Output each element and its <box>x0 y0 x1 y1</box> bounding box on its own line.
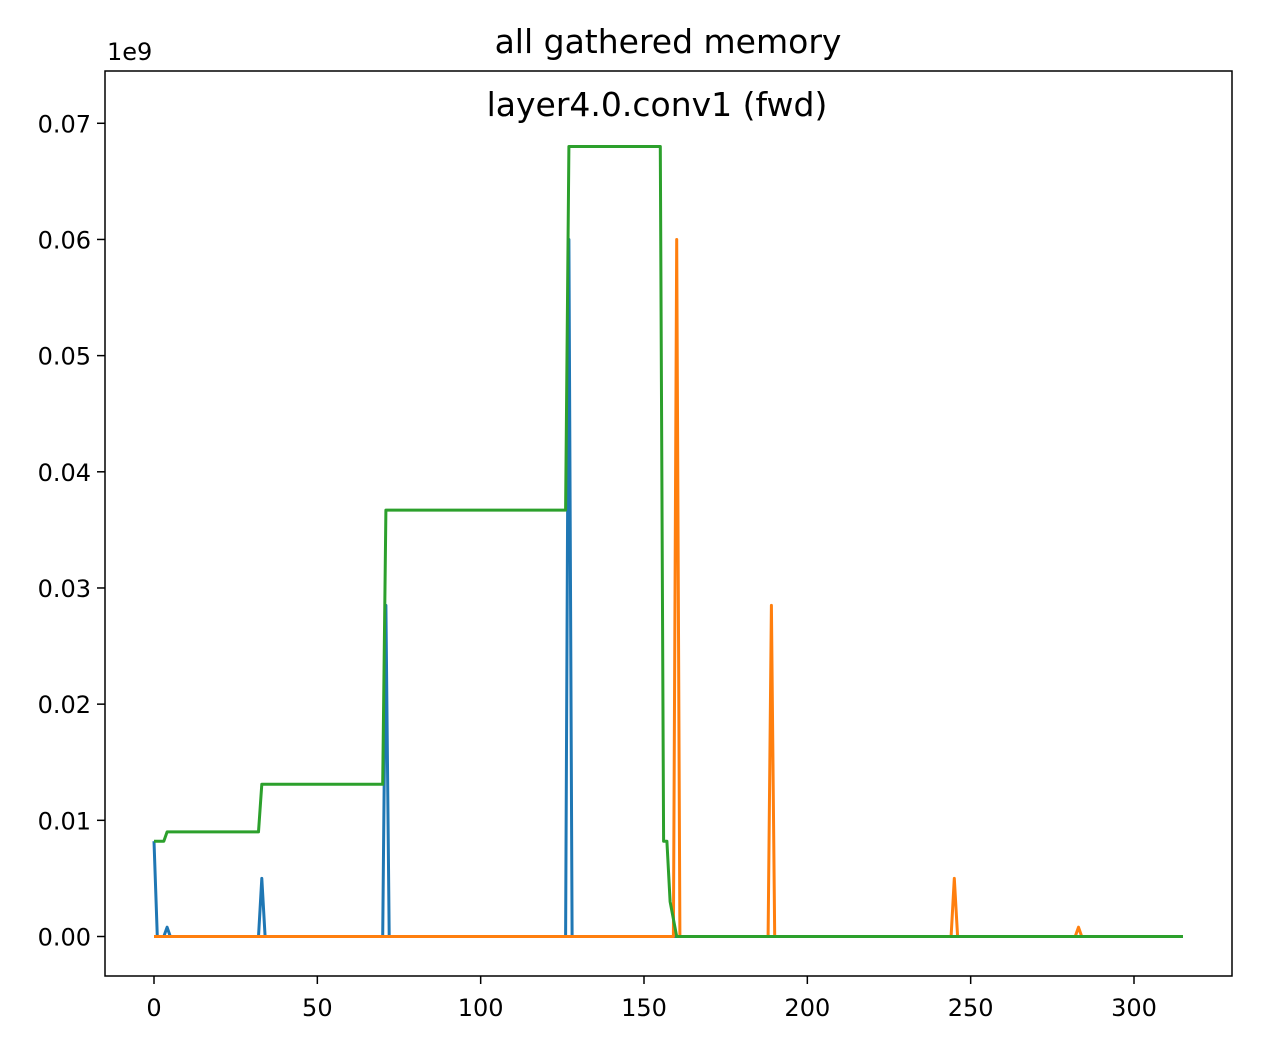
y-offset-label: 1e9 <box>107 38 152 66</box>
x-tick-label: 200 <box>784 994 830 1022</box>
y-tick-label: 0.00 <box>38 924 91 952</box>
chart-subtitle: layer4.0.conv1 (fwd) <box>487 85 828 124</box>
y-tick-label: 0.05 <box>38 343 91 371</box>
x-tick-label: 0 <box>146 994 161 1022</box>
x-tick-label: 150 <box>621 994 667 1022</box>
plot-frame <box>104 70 1233 977</box>
series-layer <box>152 145 1183 938</box>
x-axis: 0 50 100 150 200 250 300 <box>146 976 1157 1022</box>
y-tick-label: 0.06 <box>38 226 91 254</box>
x-tick-label: 100 <box>458 994 504 1022</box>
y-tick-label: 0.07 <box>38 110 91 138</box>
chart-title: all gathered memory <box>495 22 842 61</box>
y-tick-label: 0.03 <box>38 575 91 603</box>
y-tick-label: 0.01 <box>38 807 91 835</box>
series-line-3 <box>154 145 1183 938</box>
x-tick-label: 300 <box>1111 994 1157 1022</box>
y-tick-label: 0.02 <box>38 691 91 719</box>
x-tick-label: 250 <box>948 994 994 1022</box>
y-tick-label: 0.04 <box>38 459 91 487</box>
y-axis: 0.00 0.01 0.02 0.03 0.04 0.05 0.06 0.07 <box>38 110 105 952</box>
x-tick-label: 50 <box>302 994 333 1022</box>
